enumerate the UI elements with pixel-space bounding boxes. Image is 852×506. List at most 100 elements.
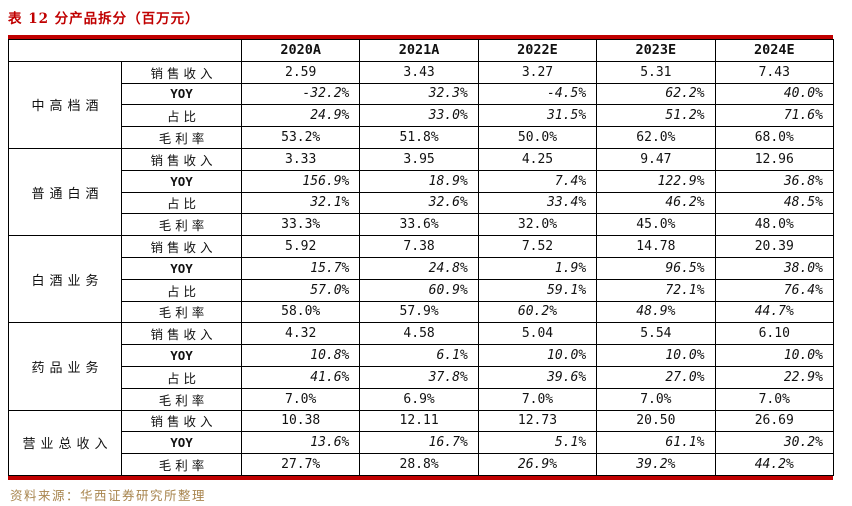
value-cell: 40.0% <box>714 82 834 106</box>
value-cell: 41.6% <box>240 365 361 389</box>
value-cell: 7.0% <box>477 387 598 411</box>
value-cell: 12.96 <box>714 147 834 171</box>
metric-cell: 销售收入 <box>121 235 242 258</box>
year-header: 2023E <box>596 39 716 62</box>
table-row: 中高档酒 销售收入 2.59 3.43 3.27 5.31 7.43 <box>8 60 834 149</box>
value-cell: 48.5% <box>714 191 834 215</box>
year-header: 2020A <box>240 39 361 62</box>
metric-cell: 销售收入 <box>121 147 242 171</box>
value-cell: 5.54 <box>596 322 716 346</box>
value-cell: 7.0% <box>596 387 716 411</box>
metric-cell: 毛利率 <box>121 387 242 411</box>
table-row: 占比 41.6% 37.8% 39.6% 27.0% 22.9% <box>9 365 834 389</box>
metric-cell: YOY <box>121 82 242 106</box>
header-row: 2020A 2021A 2022E 2023E 2024E <box>8 39 834 62</box>
table-row: 毛利率 53.2% 51.8% 50.0% 62.0% 68.0% <box>9 126 834 149</box>
table-head: 2020A 2021A 2022E 2023E 2024E <box>8 39 834 62</box>
group-name-cell: 白酒业务 <box>8 235 122 324</box>
value-cell: -4.5% <box>477 82 598 106</box>
metric-cell: 占比 <box>121 365 242 389</box>
group-name-cell: 药品业务 <box>8 322 122 411</box>
value-cell: 4.25 <box>477 147 598 171</box>
value-cell: 53.2% <box>240 126 361 149</box>
metric-cell: 销售收入 <box>121 409 242 433</box>
value-cell: 28.8% <box>359 453 479 476</box>
table-row: 毛利率 33.3% 33.6% 32.0% 45.0% 48.0% <box>9 213 834 237</box>
report-table-page: 表 12 分产品拆分（百万元） 2020A 2021A 2022E 2023E 2024… <box>0 7 852 506</box>
value-cell: 44.7% <box>714 300 834 324</box>
value-cell: 7.0% <box>240 387 361 411</box>
table-row: YOY 13.6% 16.7% 5.1% 61.1% 30.2% <box>9 431 834 455</box>
value-cell: 20.50 <box>596 409 716 433</box>
value-cell: 18.9% <box>359 169 479 193</box>
value-cell: 39.2% <box>596 453 716 476</box>
value-cell: 33.4% <box>477 191 598 215</box>
value-cell: 60.9% <box>359 278 479 302</box>
value-cell: 62.0% <box>596 126 716 149</box>
value-cell: 5.92 <box>240 235 361 258</box>
value-cell: 16.7% <box>359 431 479 455</box>
value-cell: 32.1% <box>240 191 361 215</box>
value-cell: 7.43 <box>714 60 834 84</box>
value-cell: 33.6% <box>359 213 479 237</box>
value-cell: 27.0% <box>596 365 716 389</box>
table-title: 表 12 分产品拆分（百万元） <box>8 11 200 27</box>
value-cell: 6.10 <box>714 322 834 346</box>
value-cell: 10.0% <box>477 344 598 367</box>
table-row: YOY 156.9% 18.9% 7.4% 122.9% 36.8% <box>9 169 834 193</box>
table-row: 毛利率 7.0% 6.9% 7.0% 7.0% 7.0% <box>9 387 834 411</box>
value-cell: 58.0% <box>240 300 361 324</box>
value-cell: 39.6% <box>477 365 598 389</box>
value-cell: 50.0% <box>477 126 598 149</box>
value-cell: 26.69 <box>714 409 834 433</box>
value-cell: 9.47 <box>596 147 716 171</box>
value-cell: 45.0% <box>596 213 716 237</box>
value-cell: 10.38 <box>240 409 361 433</box>
value-cell: 22.9% <box>714 365 834 389</box>
group-name-cell: 营业总收入 <box>8 409 122 476</box>
value-cell: 3.33 <box>240 147 361 171</box>
value-cell: 7.0% <box>714 387 834 411</box>
table-row: YOY 10.8% 6.1% 10.0% 10.0% 10.0% <box>9 344 834 367</box>
table-body: 中高档酒 销售收入 2.59 3.43 3.27 5.31 7.43 YOY -32.2% 32.… <box>8 60 834 476</box>
value-cell: 62.2% <box>596 82 716 106</box>
value-cell: 26.9% <box>477 453 598 476</box>
value-cell: 5.31 <box>596 60 716 84</box>
value-cell: 96.5% <box>596 256 716 280</box>
value-cell: 33.3% <box>240 213 361 237</box>
value-cell: 27.7% <box>240 453 361 476</box>
value-cell: 44.2% <box>714 453 834 476</box>
value-cell: 12.73 <box>477 409 598 433</box>
value-cell: 10.8% <box>240 344 361 367</box>
value-cell: 5.04 <box>477 322 598 346</box>
value-cell: 3.27 <box>477 60 598 84</box>
table-row: 占比 32.1% 32.6% 33.4% 46.2% 48.5% <box>9 191 834 215</box>
value-cell: 24.8% <box>359 256 479 280</box>
metric-cell: 毛利率 <box>121 300 242 324</box>
table-row: YOY 15.7% 24.8% 1.9% 96.5% 38.0% <box>9 256 834 280</box>
value-cell: 57.0% <box>240 278 361 302</box>
value-cell: 32.6% <box>359 191 479 215</box>
value-cell: 32.3% <box>359 82 479 106</box>
table-row: YOY -32.2% 32.3% -4.5% 62.2% 40.0% <box>9 82 834 106</box>
value-cell: 14.78 <box>596 235 716 258</box>
metric-cell: YOY <box>121 344 242 367</box>
group-name-cell: 普通白酒 <box>8 147 122 237</box>
source-note: 资料来源：华西证券研究所整理 <box>10 487 207 503</box>
value-cell: 2.59 <box>240 60 361 84</box>
value-cell: 7.38 <box>359 235 479 258</box>
value-cell: 5.1% <box>477 431 598 455</box>
table-row: 占比 57.0% 60.9% 59.1% 72.1% 76.4% <box>9 278 834 302</box>
value-cell: 48.0% <box>714 213 834 237</box>
value-cell: 6.1% <box>359 344 479 367</box>
value-cell: 48.9% <box>596 300 716 324</box>
table-row: 普通白酒 销售收入 3.33 3.95 4.25 9.47 12.96 <box>8 147 834 237</box>
value-cell: 61.1% <box>596 431 716 455</box>
metric-cell: 毛利率 <box>121 213 242 237</box>
value-cell: 10.0% <box>596 344 716 367</box>
metric-cell: 占比 <box>121 278 242 302</box>
value-cell: 32.0% <box>477 213 598 237</box>
metric-cell: 毛利率 <box>121 126 242 149</box>
value-cell: 4.32 <box>240 322 361 346</box>
value-cell: 24.9% <box>240 104 361 128</box>
